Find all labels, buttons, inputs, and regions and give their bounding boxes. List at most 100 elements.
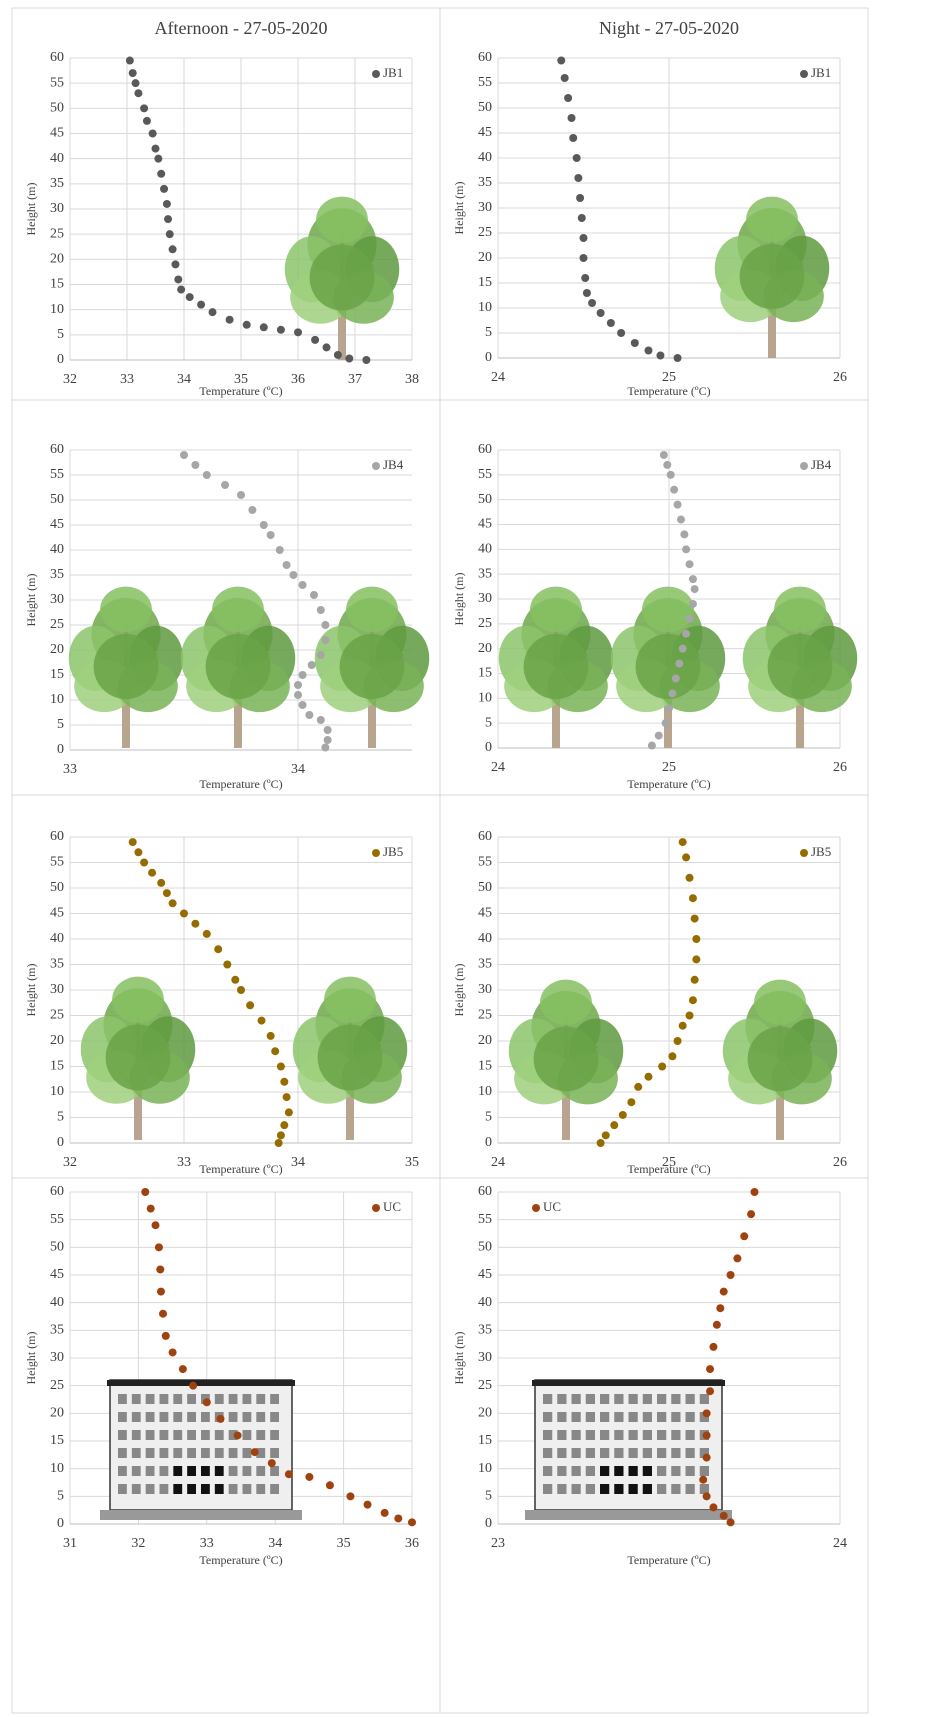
- legend-marker: [372, 849, 380, 857]
- data-point: [321, 744, 329, 752]
- data-point: [317, 716, 325, 724]
- data-point: [727, 1271, 735, 1279]
- building-window: [629, 1394, 638, 1404]
- tree-illustration: [499, 587, 613, 748]
- data-point: [243, 321, 251, 329]
- building-window: [543, 1484, 552, 1494]
- data-point: [588, 299, 596, 307]
- data-point: [578, 214, 586, 222]
- building-window: [643, 1448, 652, 1458]
- tree-illustration: [715, 197, 829, 358]
- data-point: [574, 174, 582, 182]
- data-point: [152, 1221, 160, 1229]
- tree-illustration: [509, 980, 623, 1140]
- tree-illustration: [181, 587, 295, 748]
- data-point: [283, 1093, 291, 1101]
- building-window: [557, 1466, 566, 1476]
- data-point: [709, 1503, 717, 1511]
- y-tick-label: 30: [50, 1350, 64, 1365]
- tree-crown: [746, 197, 798, 243]
- legend-marker: [800, 70, 808, 78]
- building-window: [146, 1466, 155, 1476]
- y-axis-label: Height (m): [24, 1332, 38, 1385]
- y-tick-label: 50: [478, 100, 492, 115]
- y-tick-label: 55: [478, 467, 492, 482]
- data-point: [299, 581, 307, 589]
- y-tick-label: 25: [50, 226, 64, 241]
- y-tick-label: 25: [478, 1008, 492, 1023]
- y-tick-label: 35: [478, 175, 492, 190]
- y-tick-label: 55: [478, 1212, 492, 1227]
- y-tick-label: 55: [50, 855, 64, 870]
- data-point: [627, 1098, 635, 1106]
- y-tick-label: 20: [50, 1406, 64, 1421]
- building-window: [700, 1394, 709, 1404]
- building-window: [543, 1448, 552, 1458]
- tree-crown: [534, 1027, 599, 1092]
- y-tick-label: 5: [485, 1489, 492, 1504]
- building-window: [543, 1430, 552, 1440]
- building-window: [270, 1394, 279, 1404]
- building-window: [229, 1412, 238, 1422]
- x-tick-label: 38: [405, 372, 419, 387]
- building-window: [256, 1430, 265, 1440]
- y-tick-label: 10: [478, 1084, 492, 1099]
- data-point: [299, 671, 307, 679]
- building-window: [187, 1448, 196, 1458]
- data-point: [686, 615, 694, 623]
- building-window: [614, 1484, 623, 1494]
- data-point: [321, 636, 329, 644]
- data-point: [346, 1492, 354, 1500]
- x-tick-label: 26: [833, 370, 847, 385]
- data-point: [691, 915, 699, 923]
- data-point: [581, 274, 589, 282]
- building-window: [132, 1466, 141, 1476]
- data-point: [169, 1348, 177, 1356]
- y-tick-label: 0: [485, 1135, 492, 1150]
- y-tick-label: 45: [50, 1267, 64, 1282]
- data-point: [720, 1288, 728, 1296]
- building-window: [270, 1448, 279, 1458]
- legend-marker: [372, 462, 380, 470]
- building-roof: [532, 1380, 725, 1386]
- building-window: [132, 1484, 141, 1494]
- building-window: [132, 1430, 141, 1440]
- legend-label: UC: [383, 1199, 401, 1214]
- legend-label: JB4: [811, 457, 832, 472]
- y-tick-label: 15: [478, 1059, 492, 1074]
- legend-marker: [800, 462, 808, 470]
- data-point: [277, 1063, 285, 1071]
- data-point: [280, 1078, 288, 1086]
- building-window: [586, 1430, 595, 1440]
- tree-crown: [768, 634, 833, 699]
- y-tick-label: 60: [478, 1184, 492, 1199]
- building-window: [173, 1430, 182, 1440]
- data-point: [163, 200, 171, 208]
- building-window: [671, 1484, 680, 1494]
- building-window: [629, 1430, 638, 1440]
- y-tick-label: 60: [50, 50, 64, 65]
- x-tick-label: 35: [405, 1155, 419, 1170]
- y-axis-label: Height (m): [452, 182, 466, 235]
- data-point: [171, 260, 179, 268]
- legend-label: JB4: [383, 457, 404, 472]
- y-axis-label: Height (m): [452, 1332, 466, 1385]
- tree-crown: [740, 244, 805, 309]
- building-window: [671, 1394, 680, 1404]
- y-tick-label: 5: [57, 1110, 64, 1125]
- data-point: [561, 74, 569, 82]
- data-point: [203, 1398, 211, 1406]
- building-window: [215, 1448, 224, 1458]
- data-point: [644, 1073, 652, 1081]
- data-point: [703, 1492, 711, 1500]
- y-tick-label: 0: [485, 1516, 492, 1531]
- tree-crown: [94, 634, 159, 699]
- y-tick-label: 45: [478, 1267, 492, 1282]
- data-point: [686, 874, 694, 882]
- building-window: [118, 1394, 127, 1404]
- legend-label: JB5: [383, 844, 403, 859]
- data-point: [564, 94, 572, 102]
- y-tick-label: 30: [478, 200, 492, 215]
- tree-illustration: [293, 977, 407, 1140]
- data-point: [394, 1514, 402, 1522]
